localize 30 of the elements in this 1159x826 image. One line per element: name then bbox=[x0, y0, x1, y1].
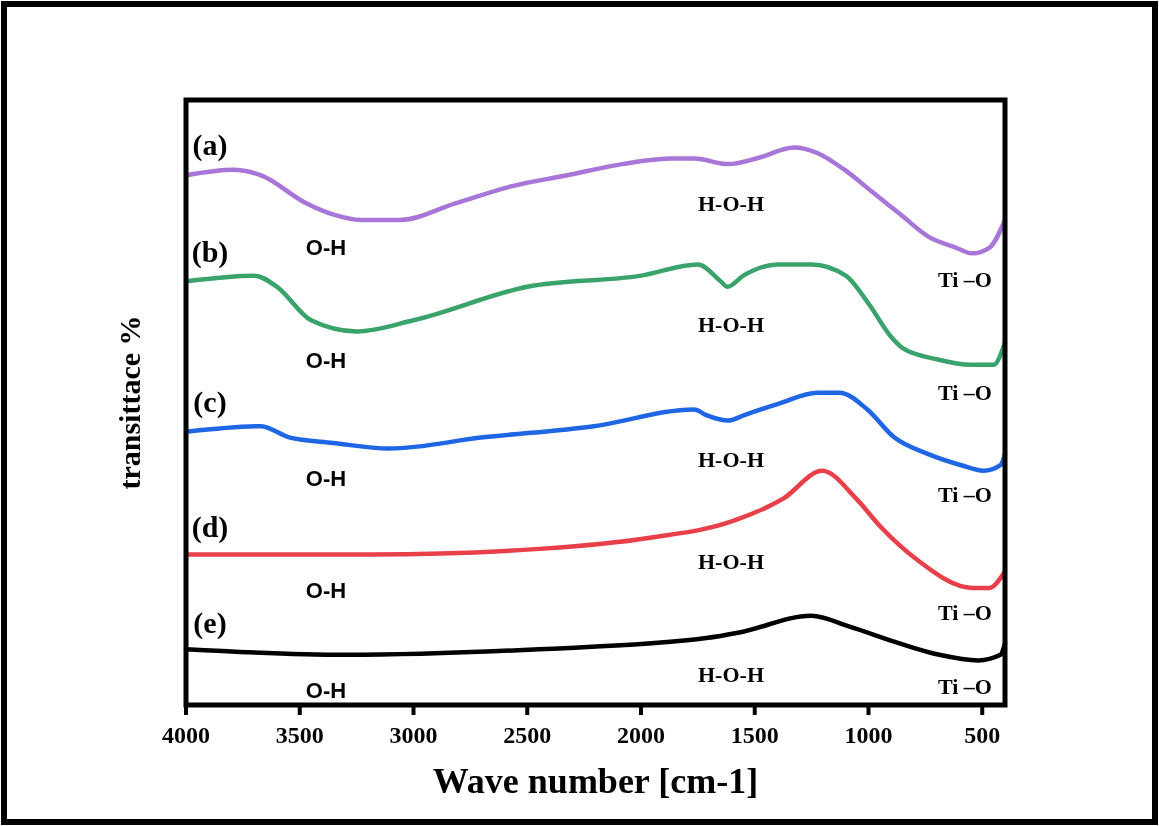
annotation: (a) bbox=[192, 127, 228, 162]
annotation: Ti –O bbox=[937, 674, 993, 700]
x-tick-label: 1000 bbox=[844, 722, 893, 748]
annotation: H-O-H bbox=[698, 661, 764, 687]
x-tick-label: 2000 bbox=[617, 722, 665, 748]
annotation: Ti –O bbox=[937, 379, 993, 405]
annotation: H-O-H bbox=[698, 549, 764, 575]
annotation: O-H bbox=[305, 235, 347, 261]
annotation: (e) bbox=[193, 605, 227, 640]
x-tick-label: 3500 bbox=[275, 722, 324, 748]
annotation: O-H bbox=[305, 465, 347, 491]
annotation: Ti –O bbox=[937, 481, 993, 507]
x-tick-label: 4000 bbox=[162, 722, 210, 748]
y-axis-title: transittace % bbox=[113, 315, 146, 490]
annotation: O-H bbox=[305, 677, 347, 703]
x-tick-label: 2500 bbox=[503, 722, 552, 748]
x-tick-label: 3000 bbox=[389, 722, 438, 748]
annotation: H-O-H bbox=[698, 447, 764, 473]
x-tick-label: 500 bbox=[964, 722, 1001, 748]
annotation: Ti –O bbox=[937, 266, 993, 292]
annotation: Ti –O bbox=[937, 599, 993, 625]
x-axis-title: Wave number [cm-1] bbox=[432, 761, 759, 801]
annotation: O-H bbox=[305, 347, 347, 373]
annotation: O-H bbox=[305, 578, 347, 604]
annotation: H-O-H bbox=[698, 312, 764, 338]
annotation: (d) bbox=[191, 509, 229, 544]
x-tick-label: 1500 bbox=[730, 722, 779, 748]
annotation: H-O-H bbox=[698, 191, 764, 217]
annotation: (b) bbox=[191, 234, 229, 269]
annotation: (c) bbox=[193, 385, 227, 420]
